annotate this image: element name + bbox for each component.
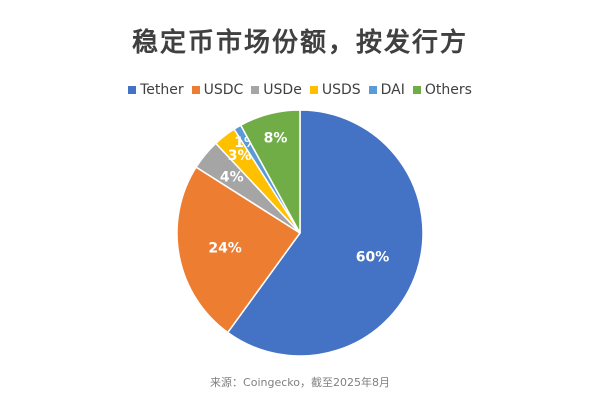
legend-label: USDS — [321, 82, 361, 98]
legend-swatch — [309, 86, 318, 94]
data-label: 24% — [208, 240, 242, 256]
legend: Tether USDC USDe USDS DAI Others — [0, 82, 600, 98]
legend-swatch — [412, 86, 421, 94]
legend-label: DAI — [380, 82, 405, 98]
legend-label: Tether — [140, 82, 184, 98]
pie-slice-usdc — [176, 166, 302, 334]
legend-item: Tether — [128, 82, 184, 98]
source-note: 来源：Coingecko，截至2025年8月 — [210, 376, 390, 389]
legend-label: Others — [424, 82, 472, 98]
data-label: 3% — [228, 148, 252, 164]
legend-label: USDC — [203, 82, 244, 98]
data-label: 4% — [220, 170, 244, 186]
pie-slice-others — [239, 109, 301, 234]
chart-title: 稳定币市场份额，按发行方 — [131, 28, 468, 58]
pie-slice-tether — [226, 109, 424, 357]
legend-item: DAI — [368, 82, 405, 98]
data-label: 8% — [264, 131, 288, 147]
legend-swatch — [128, 86, 137, 94]
legend-item: USDe — [251, 82, 302, 98]
legend-swatch — [368, 86, 377, 94]
legend-swatch — [251, 86, 260, 94]
data-label: 60% — [356, 250, 390, 266]
legend-item: USDC — [191, 82, 244, 98]
legend-label: USDe — [263, 82, 302, 98]
legend-item: USDS — [309, 82, 361, 98]
legend-swatch — [191, 86, 200, 94]
legend-item: Others — [412, 82, 472, 98]
